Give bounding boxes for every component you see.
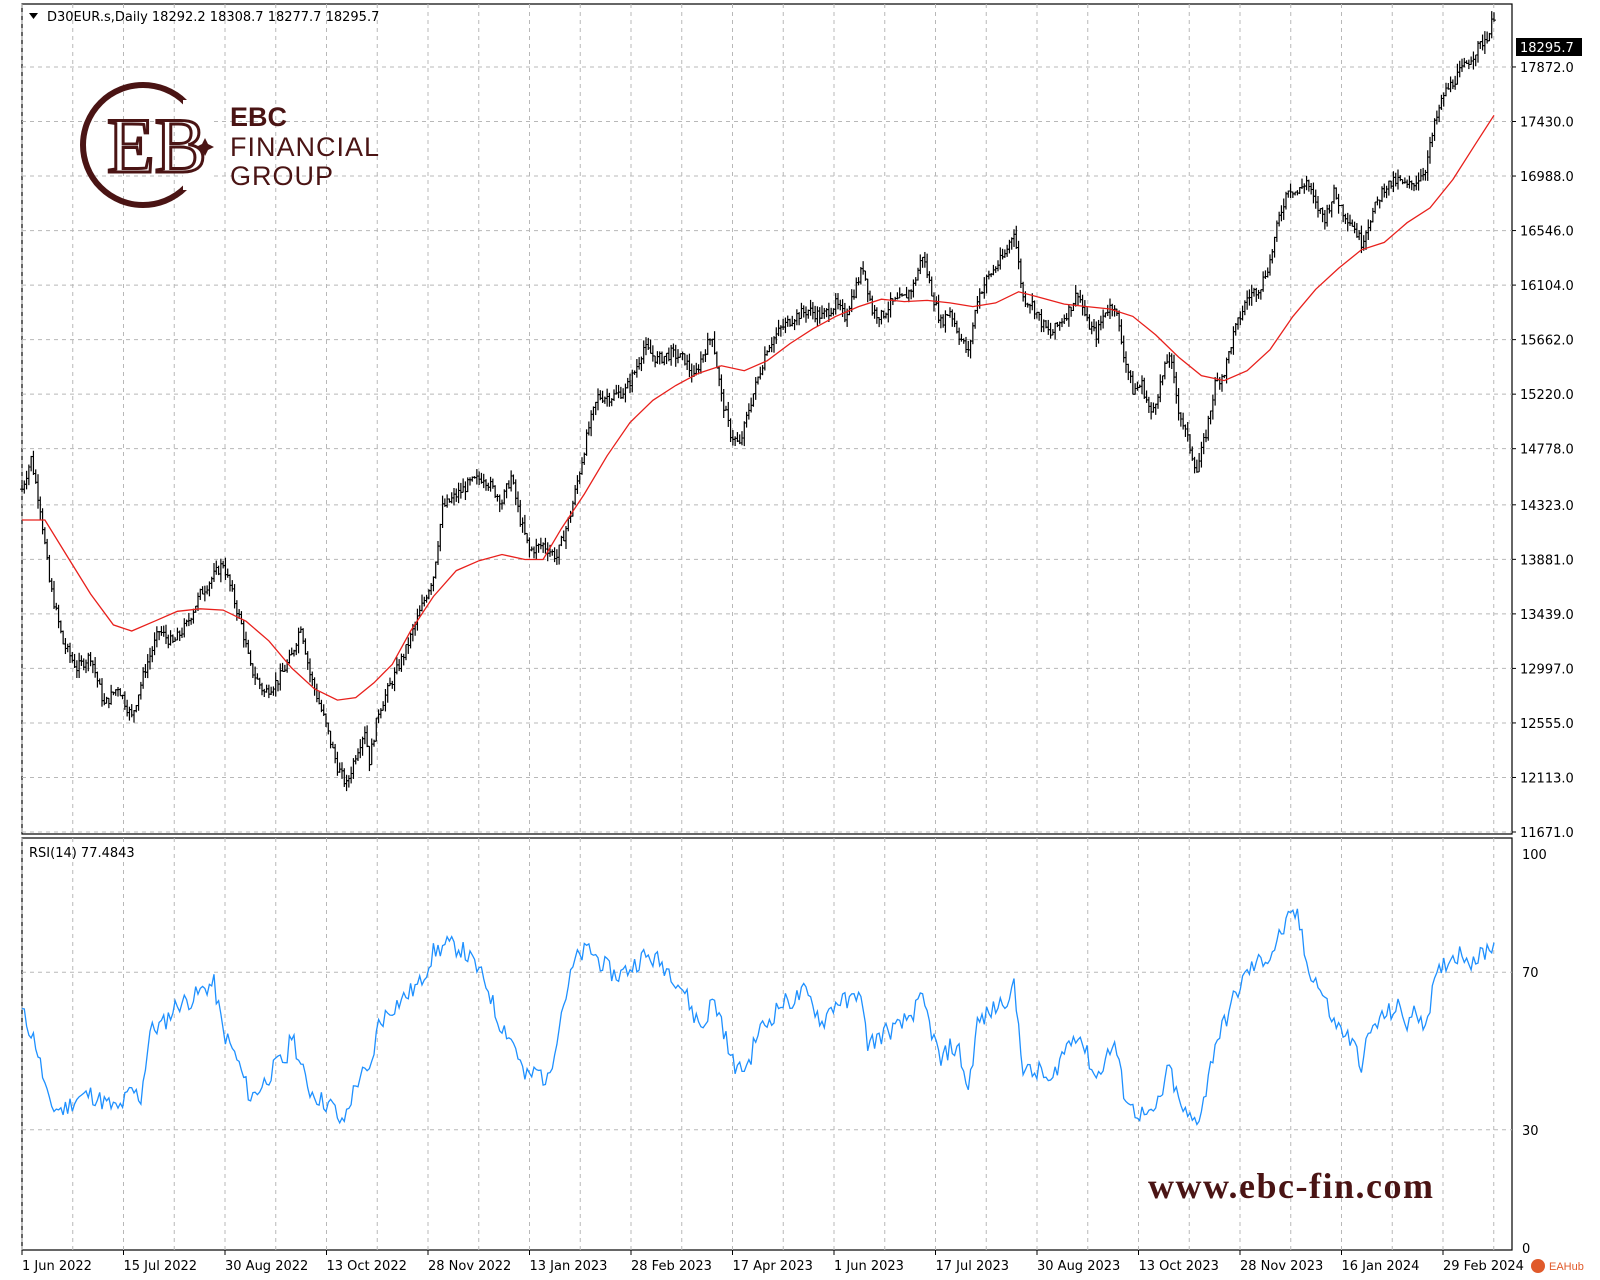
time-tick-label: 29 Feb 2024: [1443, 1259, 1524, 1274]
price-tick-label: 16546.0: [1520, 225, 1574, 240]
time-axis: 1 Jun 2022 15 Jul 2022 30 Aug 2022 13 Oct 2…: [21, 1250, 1524, 1274]
time-tick-label: 17 Jul 2023: [936, 1259, 1010, 1274]
time-tick-label: 16 Jan 2024: [1342, 1259, 1420, 1274]
price-panel: [21, 3, 1513, 835]
logo-line3: GROUP: [230, 161, 334, 191]
time-tick-label: 28 Nov 2023: [1240, 1259, 1323, 1274]
symbol-caption: D30EUR.s,Daily 18292.2 18308.7 18277.7 1…: [47, 10, 379, 25]
time-tick-label: 17 Apr 2023: [733, 1259, 813, 1274]
time-tick-label: 30 Aug 2022: [225, 1259, 308, 1274]
time-tick-label: 13 Jan 2023: [530, 1259, 608, 1274]
rsi-grid: [21, 838, 1512, 1250]
eahub-label: EAHub: [1549, 1261, 1584, 1273]
rsi-tick-label: 100: [1522, 848, 1547, 863]
logo-star-icon: [196, 138, 214, 156]
time-tick-label: 30 Aug 2023: [1037, 1259, 1120, 1274]
time-tick-label: 28 Feb 2023: [631, 1259, 712, 1274]
price-tick-label: 12997.0: [1520, 662, 1574, 677]
rsi-tick-label: 0: [1522, 1242, 1530, 1257]
time-tick-label: 13 Oct 2022: [327, 1259, 407, 1274]
rsi-panel: [21, 837, 1513, 1251]
price-tick-label: 17430.0: [1520, 116, 1574, 131]
sma-line: [22, 114, 1495, 701]
website-url: www.ebc-fin.com: [1148, 1166, 1434, 1206]
price-tick-label: 15220.0: [1520, 388, 1574, 403]
price-tick-label: 15662.0: [1520, 334, 1574, 349]
price-tick-label: 12113.0: [1520, 771, 1574, 786]
eahub-icon: [1531, 1259, 1545, 1273]
time-tick-label: 1 Jun 2023: [834, 1259, 904, 1274]
price-tick-label: 17872.0: [1520, 61, 1574, 76]
rsi-caption: RSI(14) 77.4843: [29, 846, 135, 861]
time-tick-label: 15 Jul 2022: [124, 1259, 198, 1274]
time-tick-label: 28 Nov 2022: [428, 1259, 511, 1274]
price-axis: 17872.0 17430.0 16988.0 16546.0 16104.0 15662…: [1512, 61, 1574, 841]
time-tick-label: 1 Jun 2022: [22, 1259, 92, 1274]
logo-line2: FINANCIAL: [230, 132, 380, 162]
rsi-line: [21, 908, 1495, 1126]
rsi-tick-label: 30: [1522, 1124, 1539, 1139]
time-tick-label: 13 Oct 2023: [1139, 1259, 1219, 1274]
price-tick-label: 11671.0: [1520, 826, 1574, 841]
price-tick-label: 13439.0: [1520, 608, 1574, 623]
logo-line1: EBC: [230, 102, 287, 132]
price-tick-label: 14323.0: [1520, 499, 1574, 514]
price-tick-label: 12555.0: [1520, 717, 1574, 732]
logo-monogram-icon: EB: [107, 102, 207, 189]
dropdown-arrow-icon[interactable]: [29, 13, 38, 19]
last-price-badge: [1516, 38, 1582, 56]
price-series: [20, 11, 1496, 792]
ebc-logo: EB EBC FINANCIAL GROUP: [80, 82, 380, 208]
price-tick-label: 13881.0: [1520, 553, 1574, 568]
price-tick-label: 14778.0: [1520, 443, 1574, 458]
price-tick-label: 16988.0: [1520, 170, 1574, 185]
rsi-axis: 100 70 30 0: [1522, 848, 1547, 1257]
price-tick-label: 16104.0: [1520, 279, 1574, 294]
last-price-label: 18295.7: [1520, 41, 1574, 56]
eahub-badge: EAHub: [1531, 1259, 1584, 1273]
rsi-tick-label: 70: [1522, 966, 1539, 981]
